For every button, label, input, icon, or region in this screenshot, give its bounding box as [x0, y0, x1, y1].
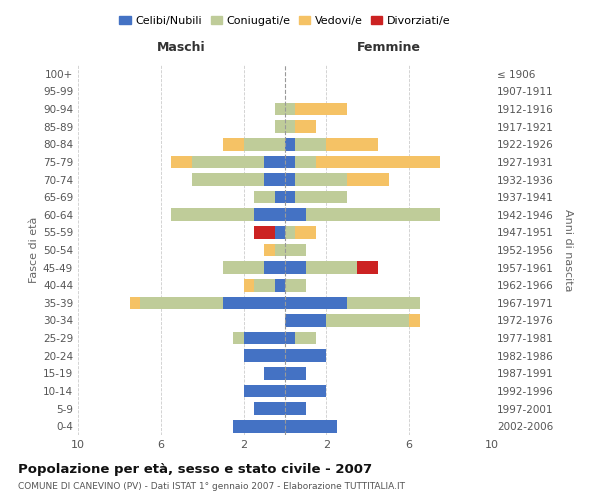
Bar — [244, 350, 285, 362]
Bar — [306, 208, 440, 221]
Bar — [275, 191, 285, 203]
Bar — [326, 138, 378, 150]
Bar — [285, 402, 306, 415]
Bar — [285, 420, 337, 432]
Bar — [275, 120, 285, 133]
Bar — [265, 156, 285, 168]
Bar — [254, 208, 285, 221]
Bar — [233, 332, 244, 344]
Bar — [254, 279, 275, 291]
Bar — [285, 156, 295, 168]
Text: Maschi: Maschi — [157, 42, 206, 54]
Bar — [233, 420, 285, 432]
Bar — [285, 191, 295, 203]
Bar — [285, 138, 295, 150]
Legend: Celibi/Nubili, Coniugati/e, Vedovi/e, Divorziati/e: Celibi/Nubili, Coniugati/e, Vedovi/e, Di… — [115, 12, 455, 30]
Bar — [295, 191, 347, 203]
Bar — [285, 332, 295, 344]
Bar — [285, 226, 295, 238]
Bar — [285, 173, 295, 186]
Bar — [347, 296, 419, 309]
Bar — [275, 102, 285, 116]
Bar — [223, 296, 285, 309]
Bar — [316, 156, 440, 168]
Bar — [285, 120, 295, 133]
Text: Femmine: Femmine — [356, 42, 421, 54]
Bar — [265, 262, 285, 274]
Bar — [285, 208, 306, 221]
Bar — [347, 173, 389, 186]
Bar — [295, 226, 316, 238]
Bar — [130, 296, 140, 309]
Bar — [244, 332, 285, 344]
Bar — [295, 173, 347, 186]
Bar — [192, 173, 265, 186]
Bar — [223, 138, 244, 150]
Bar — [275, 226, 285, 238]
Bar — [306, 262, 358, 274]
Y-axis label: Anni di nascita: Anni di nascita — [563, 209, 573, 291]
Bar — [285, 296, 347, 309]
Bar — [285, 262, 306, 274]
Bar — [254, 191, 275, 203]
Bar — [285, 367, 306, 380]
Bar — [223, 262, 265, 274]
Bar — [171, 156, 192, 168]
Bar — [285, 102, 295, 116]
Bar — [265, 173, 285, 186]
Bar — [265, 367, 285, 380]
Bar — [285, 384, 326, 398]
Bar — [285, 244, 306, 256]
Bar — [140, 296, 223, 309]
Bar — [295, 332, 316, 344]
Y-axis label: Fasce di età: Fasce di età — [29, 217, 39, 283]
Bar — [254, 226, 275, 238]
Bar — [285, 279, 306, 291]
Bar — [295, 102, 347, 116]
Bar — [192, 156, 265, 168]
Bar — [171, 208, 254, 221]
Bar — [295, 138, 326, 150]
Bar — [358, 262, 378, 274]
Bar — [295, 156, 316, 168]
Text: COMUNE DI CANEVINO (PV) - Dati ISTAT 1° gennaio 2007 - Elaborazione TUTTITALIA.I: COMUNE DI CANEVINO (PV) - Dati ISTAT 1° … — [18, 482, 405, 491]
Bar — [254, 402, 285, 415]
Bar — [285, 314, 326, 327]
Bar — [244, 384, 285, 398]
Bar — [295, 120, 316, 133]
Bar — [275, 279, 285, 291]
Bar — [326, 314, 409, 327]
Bar — [244, 279, 254, 291]
Bar — [244, 138, 285, 150]
Bar — [264, 244, 275, 256]
Text: Popolazione per età, sesso e stato civile - 2007: Popolazione per età, sesso e stato civil… — [18, 462, 372, 475]
Bar — [285, 350, 326, 362]
Bar — [409, 314, 419, 327]
Bar — [275, 244, 285, 256]
